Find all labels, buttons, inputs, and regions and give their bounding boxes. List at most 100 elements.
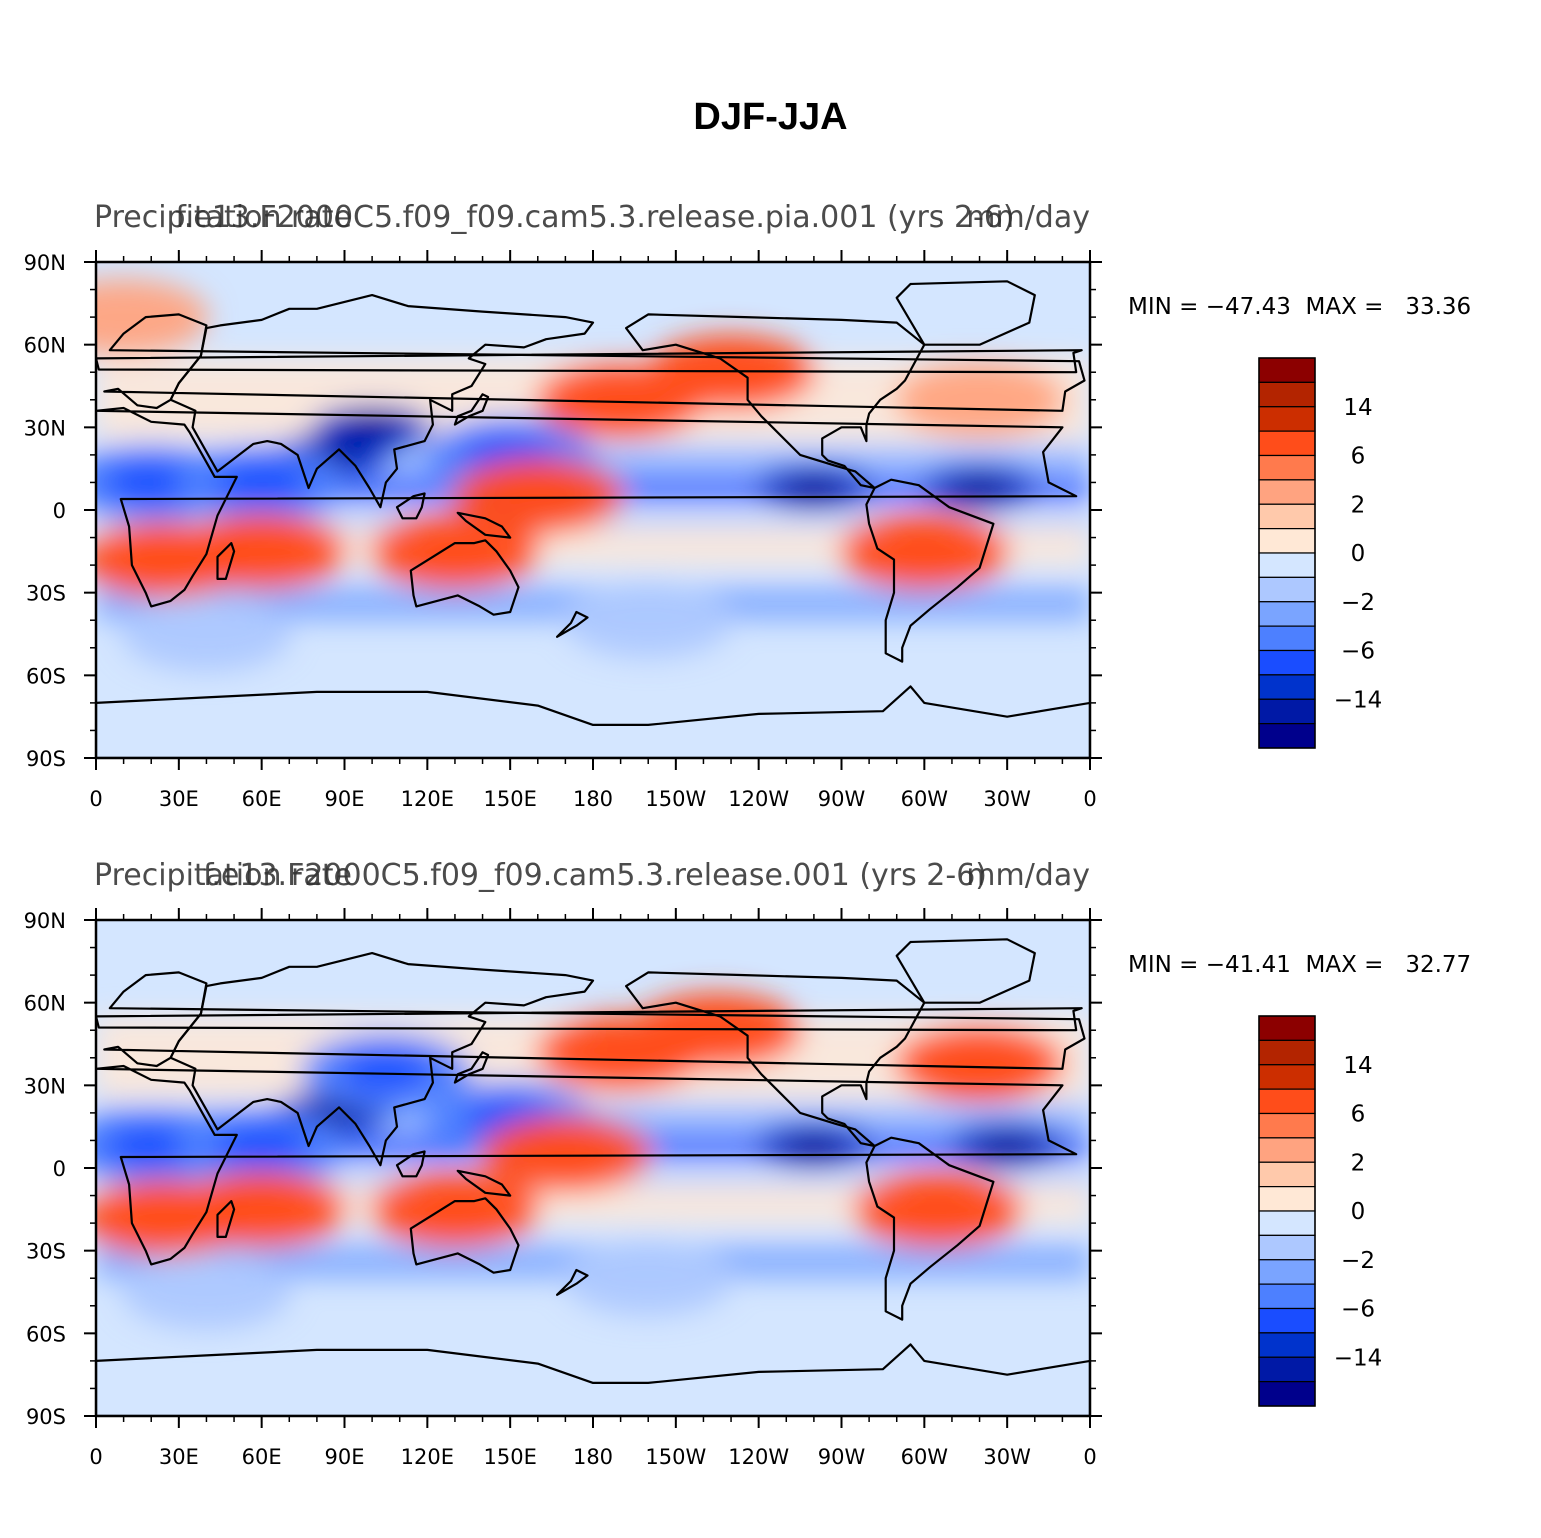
x-tick-label: 30W [983, 1445, 1031, 1469]
coastline-asia [169, 293, 595, 509]
precip-feature [563, 1240, 734, 1317]
center-string: f.e13.F2000C5.f09_f09.cam5.3.release.pia… [175, 200, 1015, 235]
panel-top: Precipitation rate f.e13.F2000C5.f09_f09… [0, 200, 1541, 840]
precip-feature-core [877, 530, 972, 573]
coastline-newguinea [456, 1169, 512, 1197]
right-string: mm/day [966, 200, 1090, 235]
coastline-samerica [865, 478, 995, 663]
y-tick-label: 90S [26, 1405, 66, 1429]
coastline-uk [96, 349, 1083, 374]
colorbar-label: −2 [1341, 1248, 1375, 1274]
coastline-japan [453, 393, 490, 426]
coastline-borneo [395, 492, 426, 520]
precip-feature-core [214, 1125, 309, 1167]
colorbar-box [1258, 381, 1316, 408]
colorbar-box [1258, 1161, 1316, 1188]
colorbar-label: 0 [1351, 1199, 1366, 1225]
y-tick-label: 60N [24, 992, 66, 1016]
coastline-madagascar [216, 542, 236, 580]
colorbar-box [1258, 674, 1316, 700]
x-tick-label: 0 [1083, 1445, 1096, 1469]
colorbar-box [1258, 528, 1316, 554]
x-tick-label: 30E [159, 787, 199, 811]
coastline-europe [103, 313, 1086, 412]
coastline-nz [555, 610, 589, 638]
colorbar-label: −14 [1334, 1345, 1383, 1371]
precip-feature-core [974, 1133, 1041, 1159]
precip-feature-core [491, 475, 585, 518]
left-string: Precipitation rate [94, 200, 352, 235]
precip-feature-core [932, 1042, 1027, 1085]
coastline-asia [169, 951, 595, 1167]
colorbar-box [1258, 430, 1316, 457]
y-tick-label: 60S [26, 664, 66, 688]
precip-feature-core [214, 461, 309, 504]
colorbar-box [1258, 1356, 1316, 1383]
precip-feature-core [339, 415, 406, 440]
colorbar-box [1258, 1307, 1316, 1334]
x-tick-label: 90E [325, 787, 365, 811]
colorbar-box [1258, 503, 1316, 530]
y-tick-label: 60S [26, 1322, 66, 1346]
colorbar-label: 0 [1351, 541, 1366, 567]
map-field [96, 920, 1090, 1416]
precip-feature-core [339, 1050, 433, 1093]
colorbar-frame [1258, 1015, 1316, 1407]
map-field [96, 262, 1090, 758]
colorbar-box [1258, 649, 1316, 676]
min-max-stats: MIN = −47.43 MAX = 33.36 [1128, 294, 1471, 320]
figure-title: DJF-JJA [693, 96, 848, 138]
precip-feature-core [408, 1188, 502, 1231]
coastline-africa [96, 1064, 1078, 1266]
colorbar-label: 14 [1343, 395, 1372, 421]
precip-feature-core [518, 1133, 613, 1176]
colorbar-box [1258, 1234, 1316, 1261]
colorbar-box [1258, 625, 1316, 652]
x-tick-label: 90W [818, 1445, 866, 1469]
x-tick-label: 150W [645, 787, 706, 811]
colorbar-box [1258, 357, 1316, 383]
precip-feature-core [891, 1188, 985, 1231]
map-plot: 0 30E 60E 90E 120E 150E 180 150W 120W 90W 60W 30W 09… [24, 908, 1383, 1469]
coastline-madagascar [216, 1200, 236, 1238]
max-value: 33.36 [1405, 294, 1472, 320]
coastline-borneo [395, 1150, 426, 1178]
colorbar-box [1258, 1137, 1316, 1163]
coastline-antarctica [96, 685, 1090, 758]
x-tick-label: 150E [483, 787, 536, 811]
y-tick-label: 30N [24, 416, 66, 440]
x-tick-label: 60E [242, 787, 282, 811]
y-tick-label: 30S [26, 582, 66, 606]
coastline-africa [96, 406, 1078, 608]
y-tick-label: 90S [26, 747, 66, 771]
colorbar-box [1258, 1064, 1316, 1090]
y-tick-label: 0 [53, 499, 66, 523]
x-tick-label: 0 [1083, 787, 1096, 811]
coastline-uk [96, 1007, 1083, 1032]
y-tick-label: 30S [26, 1240, 66, 1264]
precip-feature [121, 596, 292, 672]
coastline-samerica [865, 1136, 995, 1321]
precip-feature-core [104, 461, 198, 504]
precip-feature-core [214, 1188, 309, 1231]
x-tick-label: 0 [89, 1445, 102, 1469]
panel-bottom: Precipitation rate f.e13.F2000C5.f09_f09… [0, 858, 1541, 1498]
colorbar-box [1258, 698, 1316, 725]
coastline-europe [103, 971, 1086, 1070]
precip-feature-core [780, 475, 847, 501]
x-tick-label: 120W [728, 1445, 789, 1469]
coastline-nz [555, 1268, 589, 1296]
colorbar-box [1258, 1039, 1316, 1066]
coastline-australia [409, 1197, 520, 1274]
colorbar-box [1258, 723, 1316, 749]
colorbar-box [1258, 601, 1316, 627]
coastline-australia [409, 539, 520, 616]
coastlines [96, 938, 1090, 1416]
right-string: mm/day [966, 858, 1090, 893]
x-tick-label: 60W [901, 1445, 949, 1469]
precip-feature [121, 1254, 292, 1330]
min-label: MIN = [1128, 294, 1206, 320]
colorbar-label: −6 [1341, 1297, 1375, 1323]
coastline-greenland [895, 280, 1036, 346]
colorbar-label: 6 [1351, 444, 1366, 470]
